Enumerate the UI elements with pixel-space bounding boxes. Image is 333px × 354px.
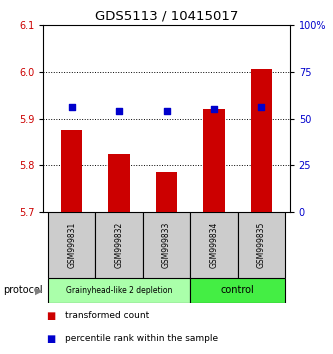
FancyBboxPatch shape [190,212,237,278]
Bar [203,109,224,212]
Text: GSM999834: GSM999834 [209,222,218,268]
Text: GSM999832: GSM999832 [115,222,124,268]
Text: control: control [221,285,254,295]
Bar [109,154,130,212]
FancyBboxPatch shape [48,278,190,303]
Point [117,108,122,114]
Bar [156,172,177,212]
Text: transformed count: transformed count [66,312,150,320]
Point [164,108,169,114]
FancyBboxPatch shape [48,212,96,278]
Text: GSM999835: GSM999835 [257,222,266,268]
FancyBboxPatch shape [237,212,285,278]
Text: ■: ■ [46,311,55,321]
Bar [61,130,82,212]
Text: GSM999833: GSM999833 [162,222,171,268]
FancyBboxPatch shape [96,212,143,278]
Title: GDS5113 / 10415017: GDS5113 / 10415017 [95,9,238,22]
Text: ▶: ▶ [35,285,43,295]
FancyBboxPatch shape [190,278,285,303]
Text: protocol: protocol [3,285,43,295]
Point [211,107,216,112]
FancyBboxPatch shape [143,212,190,278]
Point [259,104,264,110]
Point [69,104,74,110]
Text: GSM999831: GSM999831 [67,222,76,268]
Bar [251,69,272,212]
Text: Grainyhead-like 2 depletion: Grainyhead-like 2 depletion [66,286,172,295]
Text: ■: ■ [46,334,55,344]
Text: percentile rank within the sample: percentile rank within the sample [66,335,218,343]
